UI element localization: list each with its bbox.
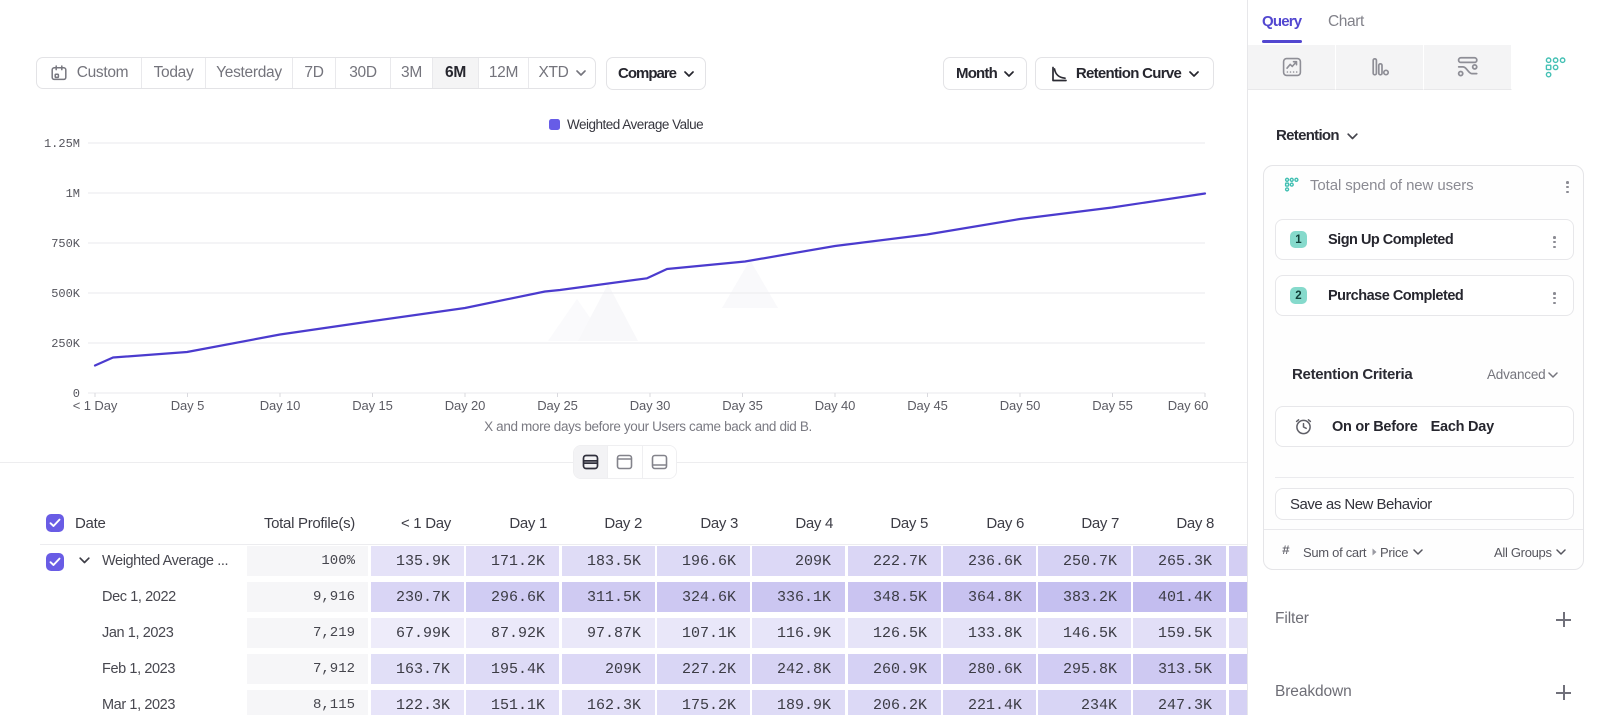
svg-text:1.25M: 1.25M [44,137,80,151]
svg-text:Day 60: Day 60 [1168,398,1209,413]
svg-text:Day 20: Day 20 [445,398,486,413]
svg-text:Day 55: Day 55 [1092,398,1133,413]
svg-text:Day 5: Day 5 [171,398,204,413]
svg-text:< 1 Day: < 1 Day [73,398,118,413]
svg-text:Day 50: Day 50 [1000,398,1041,413]
svg-text:0: 0 [73,387,80,401]
svg-text:Day 25: Day 25 [537,398,578,413]
svg-text:Day 30: Day 30 [630,398,671,413]
svg-text:250K: 250K [51,337,81,351]
svg-text:Day 45: Day 45 [907,398,948,413]
svg-text:Day 15: Day 15 [352,398,393,413]
svg-text:750K: 750K [51,237,81,251]
svg-text:1M: 1M [66,187,80,201]
svg-text:Day 35: Day 35 [722,398,763,413]
svg-text:Day 40: Day 40 [815,398,856,413]
svg-text:Day 10: Day 10 [260,398,301,413]
svg-text:500K: 500K [51,287,81,301]
